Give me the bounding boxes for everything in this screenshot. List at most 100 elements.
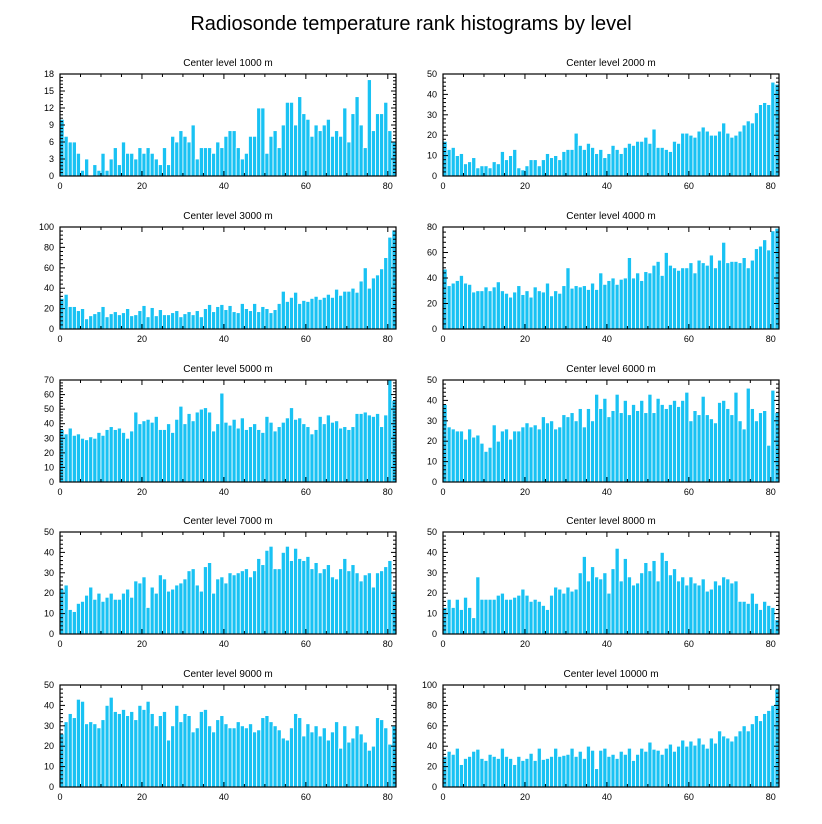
bar (635, 140, 641, 177)
bar (133, 158, 139, 177)
bar (198, 147, 204, 177)
bar (758, 609, 764, 635)
bar (264, 152, 270, 177)
bar (358, 124, 364, 177)
bar (96, 311, 102, 330)
bar (346, 141, 352, 177)
bar (512, 291, 518, 330)
x-tick-label: 60 (301, 487, 311, 497)
bar (471, 750, 477, 788)
bar (92, 598, 98, 635)
bar (586, 142, 591, 177)
bar (88, 721, 94, 788)
bar (63, 721, 69, 788)
bar (215, 719, 221, 788)
bar (573, 132, 579, 177)
bar (284, 101, 290, 177)
bar (334, 420, 340, 483)
bar (647, 393, 653, 483)
bar (745, 387, 751, 483)
bar (116, 713, 122, 788)
bar (203, 709, 208, 788)
bar (125, 152, 131, 177)
bar (717, 130, 723, 177)
bar (745, 603, 751, 635)
bar (491, 424, 497, 483)
x-tick-label: 60 (684, 792, 694, 802)
bar (256, 429, 262, 483)
bar (491, 598, 497, 635)
bar (190, 420, 196, 483)
bar (186, 570, 192, 635)
bar (71, 611, 77, 635)
bar (178, 316, 184, 330)
bar (366, 572, 372, 635)
bar (330, 421, 335, 483)
bar (387, 236, 393, 330)
x-tick-label: 20 (137, 181, 147, 191)
bar (594, 153, 600, 177)
bar (67, 713, 73, 788)
bar (186, 141, 192, 177)
bar (643, 750, 649, 788)
x-tick-label: 0 (57, 334, 62, 344)
bar (301, 423, 307, 483)
bar (301, 735, 307, 788)
bar (643, 271, 649, 330)
bar (741, 600, 747, 635)
bar (362, 267, 368, 330)
bar (75, 698, 81, 788)
bar (227, 305, 233, 330)
bar (309, 731, 315, 788)
bar (92, 437, 98, 483)
bar (553, 586, 559, 635)
x-tick-label: 60 (301, 792, 311, 802)
bar (754, 112, 759, 177)
bar (446, 149, 452, 177)
bar (614, 393, 620, 483)
y-tick-label: 100 (39, 222, 54, 232)
bar (112, 147, 118, 177)
bar (770, 389, 776, 483)
figure-title: Radiosonde temperature rank histograms b… (190, 13, 631, 35)
bar (602, 157, 608, 177)
histogram-panel: Center level 5000 m 0 20 40 60 80 0 10 20 30 40 50 6… (44, 364, 397, 497)
bar (643, 562, 649, 635)
bar (458, 153, 464, 177)
x-tick-label: 80 (383, 639, 393, 649)
bar (655, 749, 661, 788)
bar (334, 721, 340, 788)
bar (536, 428, 542, 483)
bar (366, 414, 372, 483)
bar (268, 545, 274, 635)
bar (749, 259, 755, 330)
bar (622, 147, 628, 177)
panel-title: Center level 1000 m (183, 58, 273, 69)
bar (223, 723, 229, 788)
bar (651, 128, 657, 177)
y-tick-label: 30 (44, 721, 54, 731)
bar (590, 566, 596, 635)
x-tick-label: 80 (766, 334, 776, 344)
bar (178, 405, 184, 483)
x-tick-label: 80 (766, 487, 776, 497)
bar (71, 306, 77, 330)
bar (663, 747, 669, 788)
bar (467, 283, 473, 330)
bar (733, 261, 739, 330)
y-tick-label: 60 (427, 721, 437, 731)
bar (203, 407, 208, 483)
bar (508, 296, 514, 330)
bar (581, 758, 587, 788)
bar (741, 428, 747, 483)
bar (594, 289, 600, 330)
bar (450, 428, 456, 483)
bar (483, 286, 489, 330)
bar (700, 578, 706, 635)
bar (454, 430, 460, 483)
bar (651, 412, 657, 483)
bar (672, 267, 677, 330)
bar (614, 547, 620, 635)
bar (708, 254, 714, 330)
